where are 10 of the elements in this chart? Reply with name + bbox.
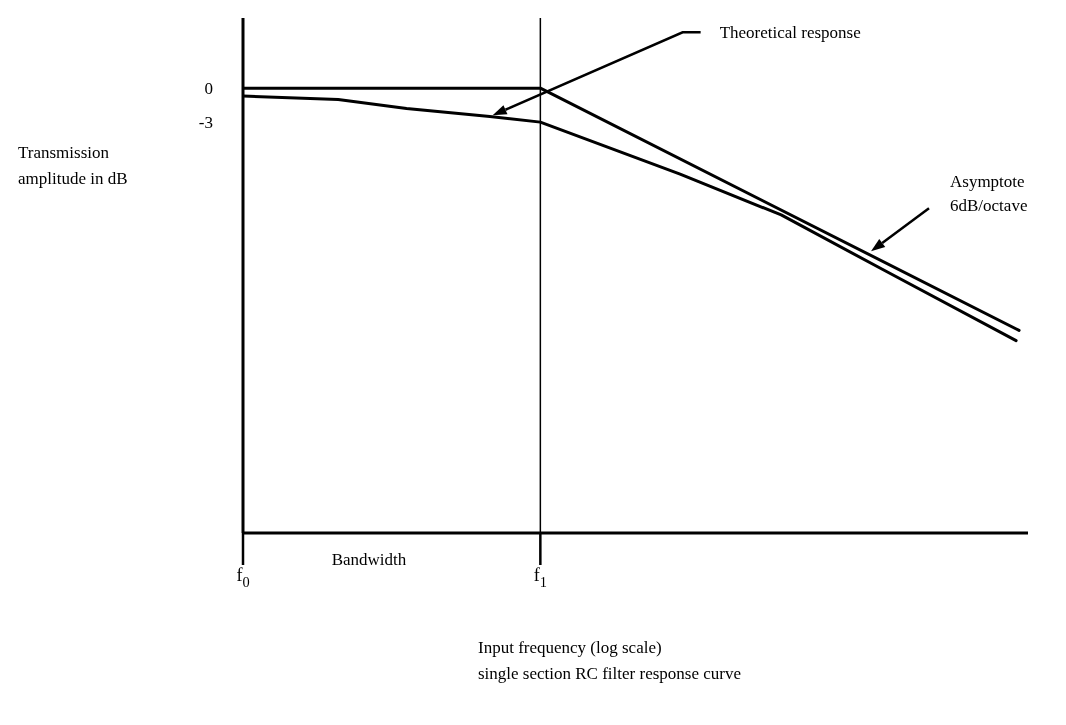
y-tick-label: -3 [198, 113, 213, 133]
annotation: Asymptote 6dB/octave [950, 172, 1028, 216]
text: single section RC filter response curve [478, 664, 741, 683]
x-axis-title: Input frequency (log scale) [478, 638, 662, 657]
x-tick-label: f$_{1}$ [533, 565, 547, 590]
text: Bandwidth [331, 550, 407, 569]
x-tick-label: f$_{0}$ [236, 565, 250, 590]
y-tick-label: 0 [204, 79, 213, 99]
y-axis-title: Transmission amplitude in dB [18, 143, 128, 188]
annotation: Theoretical response [719, 23, 861, 43]
